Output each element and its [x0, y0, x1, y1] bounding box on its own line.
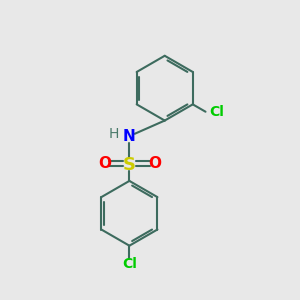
Text: H: H [109, 128, 119, 141]
Text: Cl: Cl [122, 257, 137, 271]
Text: S: S [123, 156, 136, 174]
Text: O: O [148, 156, 161, 171]
Text: N: N [123, 129, 136, 144]
Text: Cl: Cl [209, 105, 224, 119]
Text: O: O [98, 156, 111, 171]
